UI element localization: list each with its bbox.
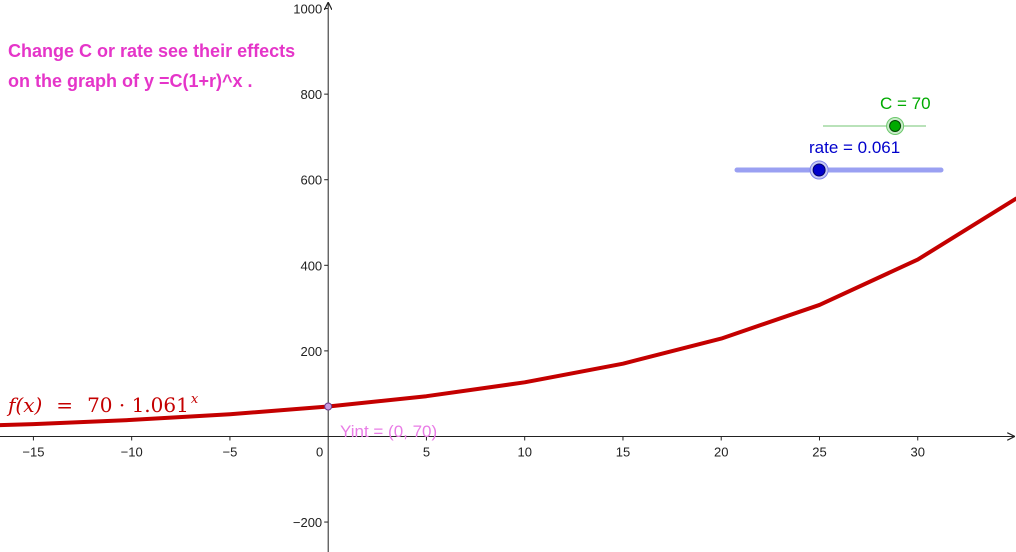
x-tick-label: 10 [517,444,531,459]
function-label-eq: = [56,393,73,417]
y-tick-label: 200 [300,344,322,359]
x-tick-label: −5 [223,444,238,459]
x-tick-label: −10 [121,444,143,459]
instruction-line-1: Change C or rate see their effects [8,41,295,61]
curve-layer [0,196,1016,428]
function-label-rhs: 70 · 1.061 [87,393,189,417]
yint-label: Yint = (0, 70) [340,422,437,441]
x-ticks: −15 −10 −5 0 5 10 15 20 25 30 [22,436,925,459]
y-tick-label: 600 [300,173,322,188]
x-tick-label: −15 [22,444,44,459]
slider-c[interactable]: C = 70 [823,94,931,135]
function-label-lhs: f(x) [6,393,42,417]
x-tick-label: 5 [423,444,430,459]
slider-c-label: C = 70 [880,94,931,113]
function-curve[interactable] [0,196,1016,428]
y-tick-label: 400 [300,258,322,273]
x-tick-label: 0 [316,444,323,459]
x-tick-label: 20 [714,444,728,459]
x-tick-label: 15 [616,444,630,459]
slider-rate-label: rate = 0.061 [809,138,900,157]
y-ticks: −200 200 400 600 800 1000 [293,2,329,530]
x-tick-label: 30 [911,444,925,459]
function-label-exp: x [191,392,199,407]
function-label: f(x) = 70 · 1.061 x [6,392,199,417]
x-tick-label: 25 [812,444,826,459]
instruction-line-2: on the graph of y =C(1+r)^x . [8,71,253,91]
slider-rate-handle[interactable] [812,163,826,177]
slider-c-handle[interactable] [889,120,902,132]
y-tick-label: −200 [293,515,322,530]
yint-point[interactable] [324,402,333,411]
y-tick-label: 1000 [293,2,322,17]
y-tick-label: 800 [300,87,322,102]
slider-rate[interactable]: rate = 0.061 [734,138,944,180]
